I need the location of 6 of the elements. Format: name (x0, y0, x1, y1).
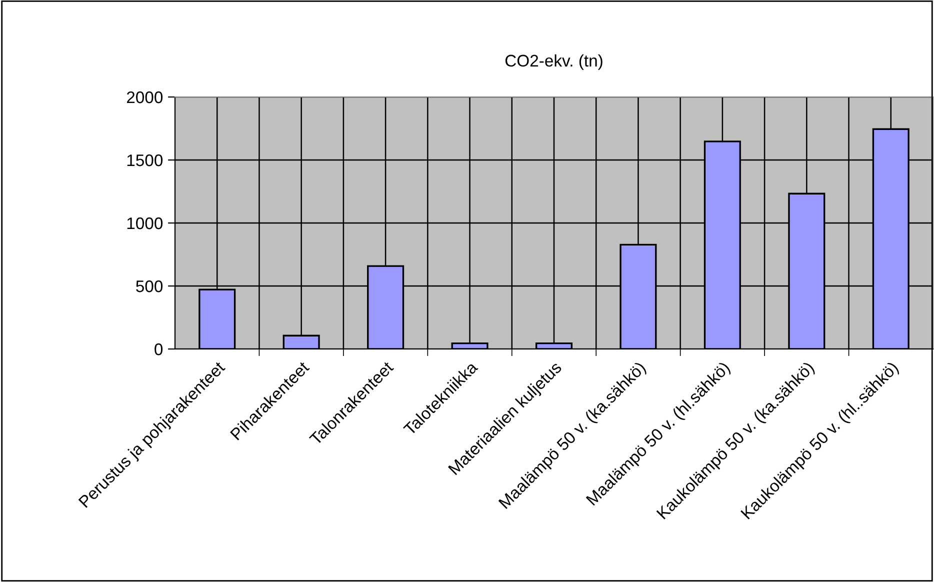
y-tick-label: 2000 (126, 91, 163, 104)
y-tick-label: 1500 (127, 154, 163, 166)
y-tick-label: 500 (136, 280, 163, 292)
y-tick-label: 1000 (127, 217, 163, 230)
y-tick-label: 0 (154, 343, 163, 356)
chart-title: CO2-ekv. (tn) (505, 54, 602, 70)
